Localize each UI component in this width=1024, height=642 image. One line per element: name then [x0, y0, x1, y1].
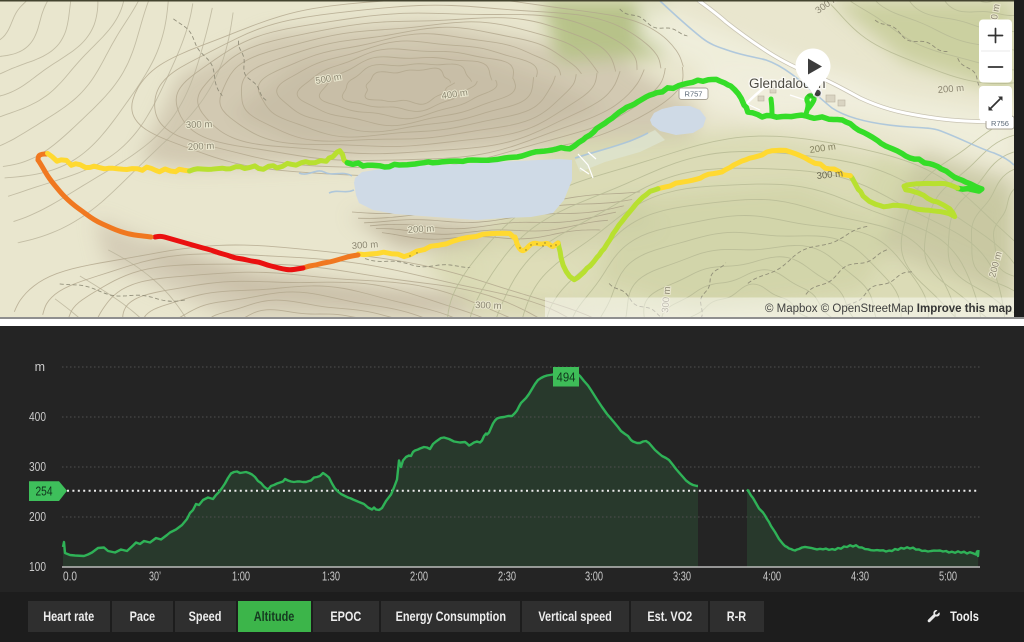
svg-text:100: 100 — [29, 560, 46, 574]
svg-text:300 m: 300 m — [816, 168, 843, 182]
svg-text:0.0: 0.0 — [63, 570, 77, 584]
svg-text:2:00: 2:00 — [410, 570, 428, 584]
svg-text:3:00: 3:00 — [585, 570, 603, 584]
svg-text:0 m: 0 m — [989, 3, 1003, 21]
svg-text:m: m — [35, 360, 45, 374]
svg-text:200 m: 200 m — [407, 223, 434, 236]
svg-text:1:00: 1:00 — [232, 570, 250, 584]
svg-text:200 m: 200 m — [937, 83, 964, 96]
svg-text:1:30: 1:30 — [322, 570, 340, 584]
svg-text:400: 400 — [29, 410, 46, 424]
svg-text:400 m: 400 m — [441, 87, 469, 102]
svg-text:254: 254 — [36, 485, 53, 499]
svg-text:5:00: 5:00 — [939, 570, 957, 584]
svg-text:200 m: 200 m — [809, 141, 837, 156]
svg-text:494: 494 — [557, 371, 576, 385]
svg-text:200: 200 — [29, 510, 46, 524]
svg-text:R757: R757 — [685, 90, 703, 99]
svg-text:© Mapbox © OpenStreetMap Impro: © Mapbox © OpenStreetMap Improve this ma… — [765, 303, 1012, 315]
svg-text:4:30: 4:30 — [851, 570, 869, 584]
svg-text:200 m: 200 m — [188, 141, 215, 153]
svg-text:2:30: 2:30 — [498, 570, 516, 584]
svg-text:300 m: 300 m — [186, 119, 213, 131]
svg-text:3:30: 3:30 — [673, 570, 691, 584]
svg-text:300: 300 — [29, 460, 46, 474]
svg-text:30’: 30’ — [149, 570, 161, 584]
svg-text:300 m: 300 m — [660, 286, 673, 313]
svg-text:4:00: 4:00 — [763, 570, 781, 584]
svg-text:300 m: 300 m — [351, 239, 378, 252]
svg-text:R756: R756 — [991, 119, 1009, 128]
svg-text:300 m: 300 m — [475, 300, 502, 312]
